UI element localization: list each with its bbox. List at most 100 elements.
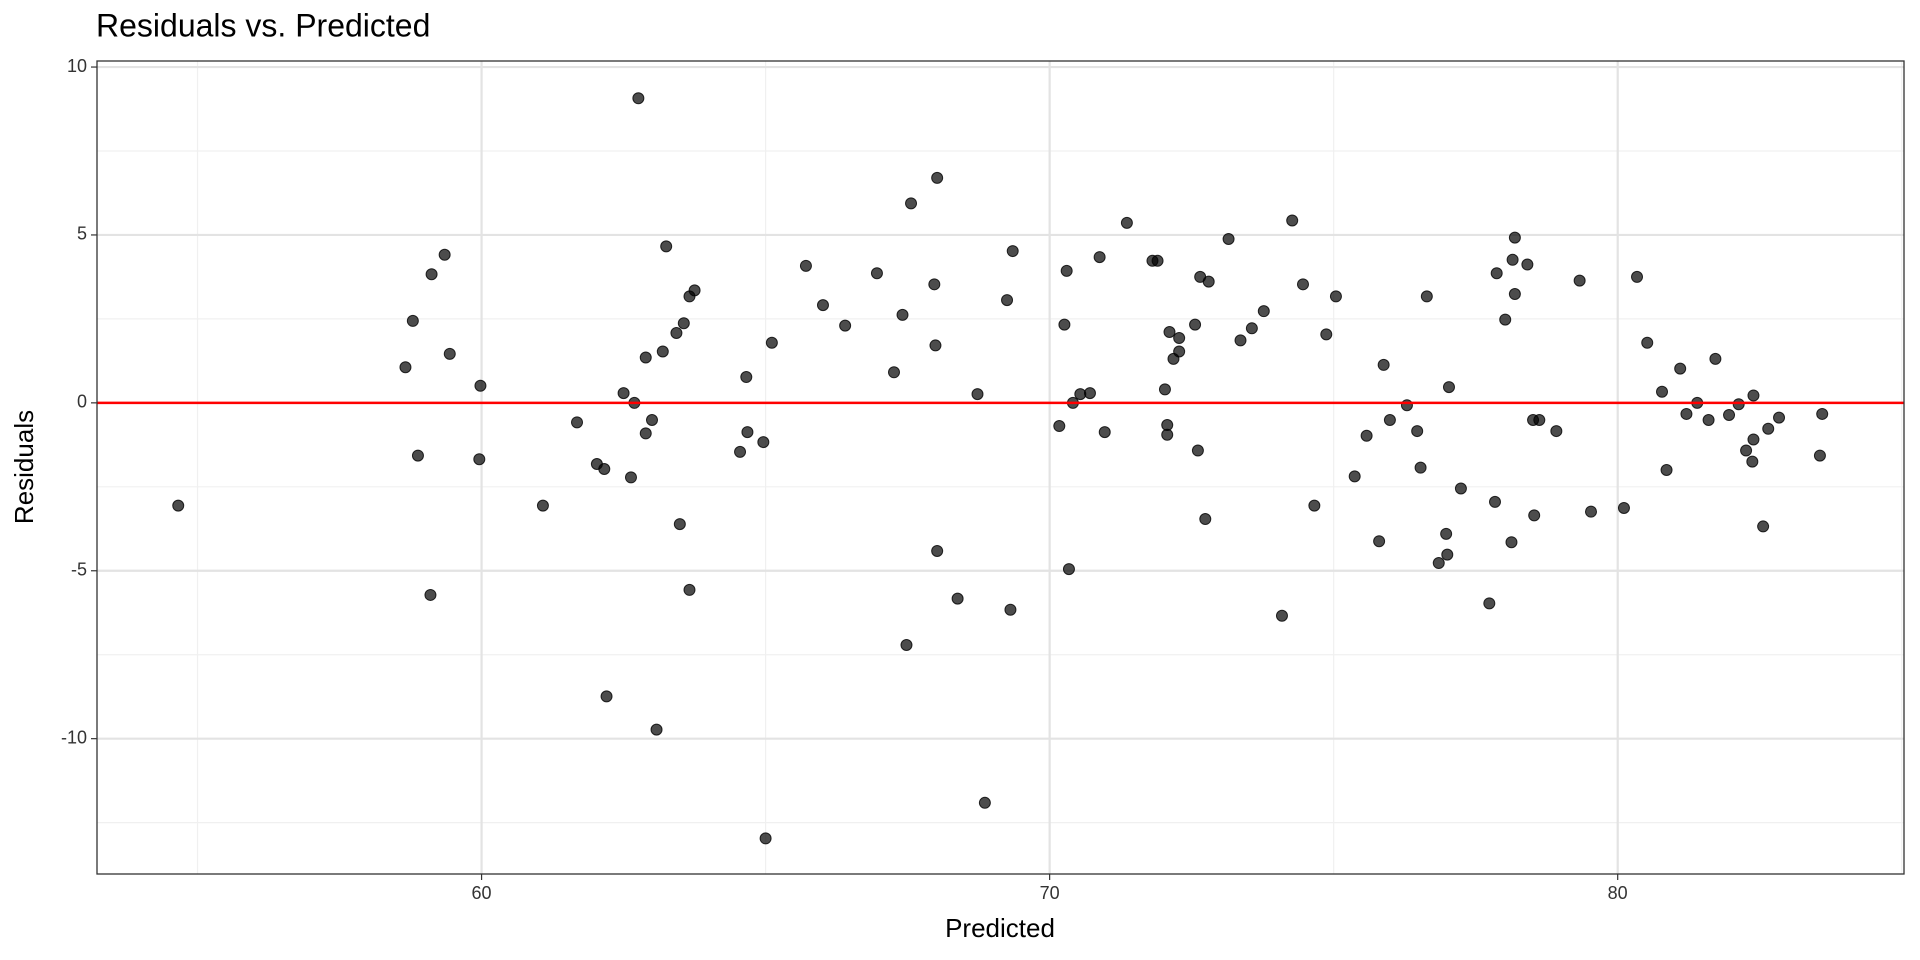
- point: [1163, 326, 1176, 338]
- point: [598, 463, 611, 476]
- point: [1702, 413, 1715, 426]
- point: [1275, 609, 1288, 622]
- point: [639, 351, 652, 364]
- point: [624, 471, 637, 484]
- point: [1191, 444, 1204, 457]
- point: [1550, 425, 1563, 438]
- point: [1373, 535, 1386, 548]
- point: [931, 544, 944, 557]
- point: [1151, 254, 1164, 267]
- point: [1173, 332, 1186, 345]
- point: [1120, 216, 1133, 229]
- point: [1245, 322, 1258, 335]
- point: [929, 339, 942, 352]
- point: [870, 267, 883, 280]
- point: [978, 796, 991, 809]
- point: [951, 592, 964, 605]
- plot-border: [96, 60, 1905, 875]
- point: [172, 499, 185, 512]
- point: [1320, 328, 1333, 341]
- point: [1420, 290, 1433, 303]
- point: [1257, 305, 1270, 318]
- y-axis-label: Residuals: [9, 410, 39, 524]
- point: [1757, 520, 1770, 533]
- point: [660, 240, 673, 253]
- point: [632, 92, 645, 105]
- point: [406, 314, 419, 327]
- point: [1093, 251, 1106, 264]
- point: [1709, 352, 1722, 365]
- point: [645, 413, 658, 426]
- y-tick-label: -5: [71, 560, 87, 580]
- point: [1762, 422, 1775, 435]
- point: [1161, 428, 1174, 441]
- point: [1680, 407, 1693, 420]
- point: [1296, 278, 1309, 291]
- point: [1348, 470, 1361, 483]
- point: [673, 518, 686, 531]
- x-tick-label: 80: [1608, 883, 1628, 903]
- point: [1773, 411, 1786, 424]
- point: [571, 416, 584, 429]
- point: [896, 308, 909, 321]
- point: [1674, 362, 1687, 375]
- point: [683, 583, 696, 596]
- y-tick-label: 5: [77, 224, 87, 244]
- chart-title: Residuals vs. Predicted: [96, 7, 430, 43]
- point: [1411, 425, 1424, 438]
- point: [1505, 536, 1518, 549]
- point: [1508, 231, 1521, 244]
- point: [399, 361, 412, 374]
- point: [765, 336, 778, 349]
- point: [1234, 334, 1247, 347]
- point: [931, 171, 944, 184]
- point: [1173, 345, 1186, 358]
- point: [1098, 426, 1111, 439]
- point: [639, 427, 652, 440]
- point: [1199, 513, 1212, 526]
- point: [1747, 433, 1760, 446]
- point: [1442, 381, 1455, 394]
- point: [1454, 482, 1467, 495]
- point: [1723, 408, 1736, 421]
- point: [816, 299, 829, 312]
- point: [1533, 413, 1546, 426]
- point: [424, 588, 437, 601]
- point: [1053, 420, 1066, 433]
- point: [1060, 264, 1073, 277]
- point: [688, 284, 701, 297]
- point: [971, 388, 984, 401]
- point: [1329, 290, 1342, 303]
- point: [1400, 399, 1413, 412]
- point: [1746, 455, 1759, 468]
- point: [1189, 318, 1202, 331]
- point: [928, 278, 941, 291]
- point: [656, 345, 669, 358]
- point: [1641, 336, 1654, 349]
- point: [600, 690, 613, 703]
- x-axis-label: Predicted: [945, 913, 1055, 943]
- point: [1006, 245, 1019, 258]
- point: [411, 449, 424, 462]
- point: [905, 197, 918, 210]
- point: [1488, 495, 1501, 508]
- point: [1377, 358, 1390, 371]
- y-tick-label: -10: [61, 727, 87, 747]
- y-tick-label: 10: [67, 56, 87, 76]
- point: [1222, 232, 1235, 245]
- point: [1528, 509, 1541, 522]
- point: [799, 259, 812, 272]
- point: [1506, 253, 1519, 266]
- point: [1483, 597, 1496, 610]
- point: [1816, 407, 1829, 420]
- point: [759, 832, 772, 845]
- point: [1360, 429, 1373, 442]
- point: [1286, 214, 1299, 227]
- point: [650, 723, 663, 736]
- point: [1308, 499, 1321, 512]
- point: [1508, 288, 1521, 301]
- point: [1521, 258, 1534, 271]
- point: [900, 638, 913, 651]
- point: [1058, 318, 1071, 331]
